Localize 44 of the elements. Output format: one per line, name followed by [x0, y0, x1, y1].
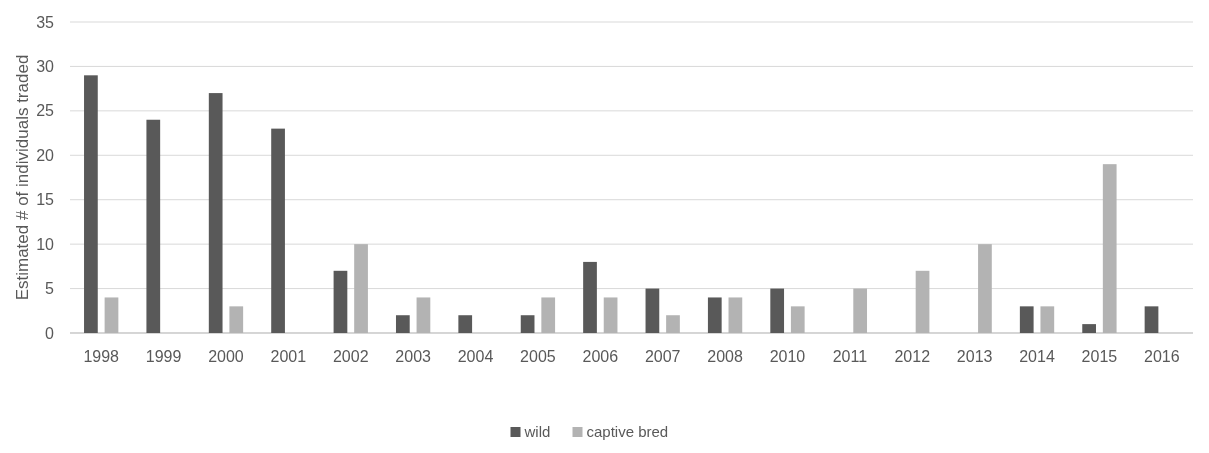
x-tick-label: 2012	[894, 348, 931, 365]
bar	[645, 288, 660, 333]
y-tick-label: 25	[36, 102, 55, 120]
bar	[146, 119, 161, 333]
x-tick-label: 2011	[832, 348, 868, 365]
bar	[458, 315, 473, 333]
y-axis-title: Estimated # of individuals traded	[13, 54, 32, 301]
x-tick-label: 2002	[332, 348, 369, 365]
x-tick-label: 2016	[1144, 348, 1180, 365]
x-tick-label: 2008	[707, 348, 743, 365]
x-tick-label: 1999	[145, 348, 182, 365]
x-tick-label: 2001	[270, 348, 307, 365]
bar	[333, 270, 348, 333]
x-tick-label: 2007	[644, 348, 681, 365]
bar	[1019, 306, 1034, 333]
x-tick-label: 2003	[395, 348, 432, 365]
bar	[395, 315, 410, 333]
y-tick-label: 5	[45, 280, 55, 298]
x-tick-label: 2004	[457, 348, 494, 365]
bar	[707, 297, 722, 333]
bar	[208, 93, 223, 333]
bar	[770, 288, 785, 333]
y-tick-label: 35	[36, 13, 55, 31]
x-tick-label: 2000	[208, 348, 244, 365]
bar	[1144, 306, 1159, 333]
x-tick-label: 2015	[1081, 348, 1118, 365]
legend-label: wild	[523, 423, 551, 440]
legend-label: captive bred	[586, 423, 669, 440]
x-tick-label: 2014	[1019, 348, 1055, 365]
bar	[84, 75, 98, 333]
y-tick-label: 0	[45, 324, 55, 342]
y-tick-label: 10	[36, 235, 55, 253]
bar	[520, 315, 535, 333]
y-tick-label: 20	[36, 146, 55, 164]
x-tick-label: 1998	[83, 348, 120, 365]
x-tick-label: 2005	[520, 348, 556, 365]
y-tick-label: 15	[36, 191, 55, 209]
bar	[1082, 324, 1096, 333]
x-tick-label: 2006	[582, 348, 619, 365]
x-tick-label: 2010	[769, 348, 806, 365]
x-tick-label: 2013	[956, 348, 993, 365]
y-tick-label: 30	[36, 58, 55, 76]
bar	[271, 128, 285, 333]
bar	[583, 261, 597, 333]
